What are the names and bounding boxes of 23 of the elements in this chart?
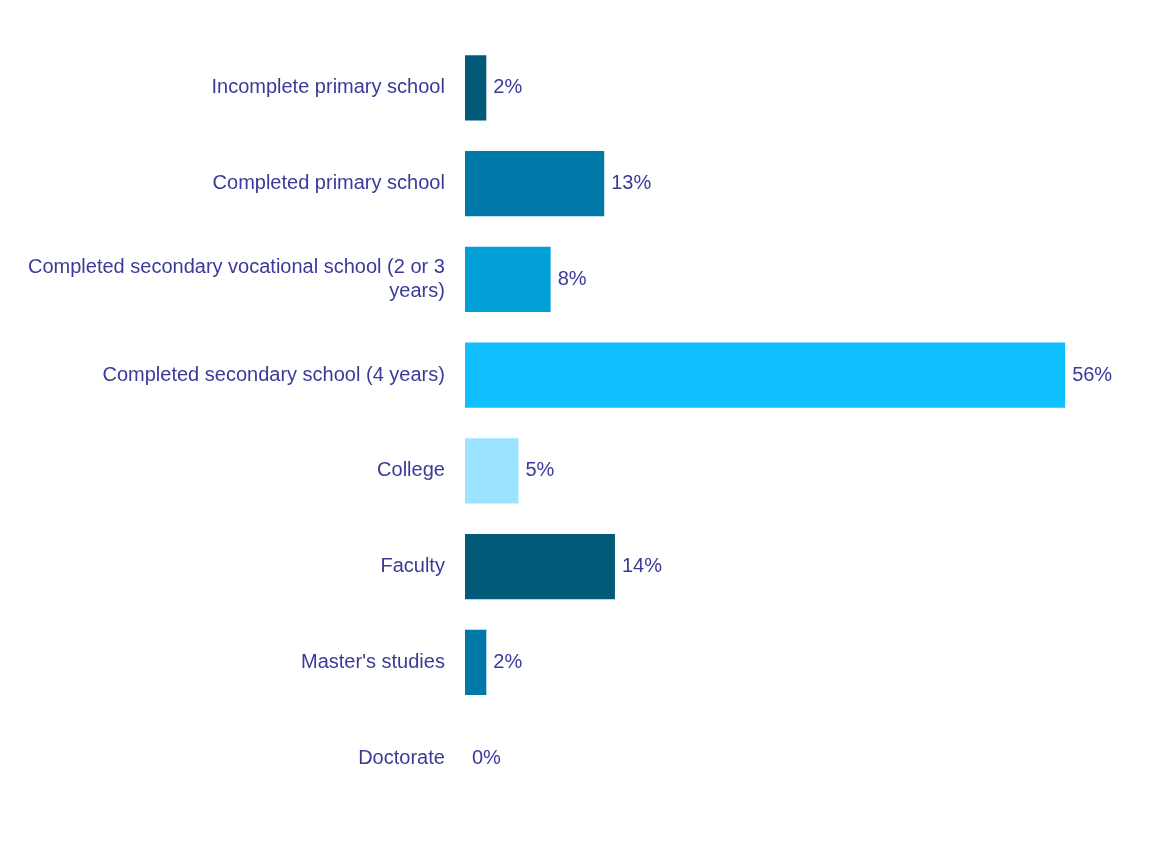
data-label: 13% bbox=[611, 171, 652, 194]
y-tick-label: Faculty bbox=[380, 554, 445, 577]
data-label: 5% bbox=[525, 458, 555, 481]
data-label: 2% bbox=[493, 75, 523, 98]
y-tick-label: Incomplete primary school bbox=[211, 75, 445, 98]
bar bbox=[464, 151, 605, 217]
bar bbox=[464, 342, 1066, 408]
y-tick-label: Master's studies bbox=[301, 649, 445, 672]
y-tick-label: Completed secondary vocational school (2 or 3 years) bbox=[27, 254, 445, 301]
bar bbox=[464, 55, 487, 121]
y-tick-label: College bbox=[377, 458, 445, 481]
data-label: 14% bbox=[621, 554, 663, 577]
bar bbox=[464, 246, 551, 312]
bar bbox=[464, 534, 615, 600]
y-tick-label: Doctorate bbox=[358, 745, 445, 768]
y-tick-label: Completed secondary school (4 years) bbox=[102, 362, 445, 385]
data-label: 8% bbox=[557, 266, 587, 289]
data-label: 2% bbox=[493, 649, 523, 672]
y-tick-label: Completed primary school bbox=[212, 171, 445, 194]
bar bbox=[464, 438, 519, 504]
data-label: 0% bbox=[471, 745, 502, 768]
bar bbox=[464, 629, 487, 695]
data-label: 56% bbox=[1072, 362, 1113, 385]
